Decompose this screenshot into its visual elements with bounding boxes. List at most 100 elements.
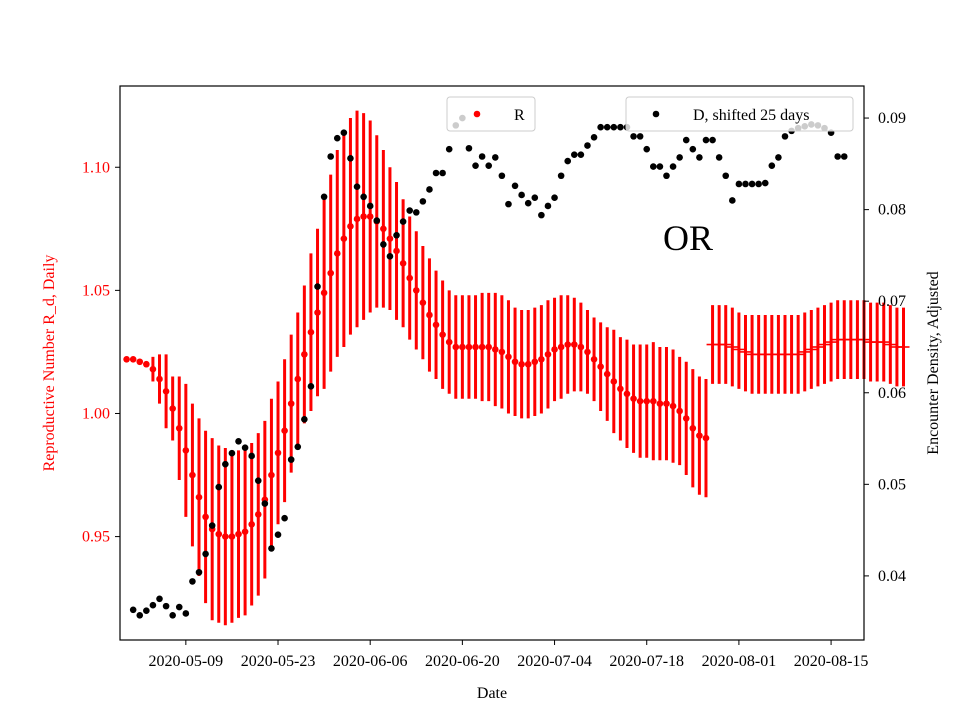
r-point xyxy=(406,274,413,282)
d-point xyxy=(248,452,255,460)
d-point xyxy=(775,154,782,161)
d-point xyxy=(571,151,578,158)
d-point xyxy=(254,477,262,484)
r-point xyxy=(571,341,578,348)
d-point xyxy=(682,136,690,144)
d-point xyxy=(748,180,756,188)
d-point xyxy=(281,514,288,522)
r-point xyxy=(149,365,157,373)
d-point xyxy=(485,162,493,169)
r-point xyxy=(518,360,525,368)
r-point xyxy=(478,343,486,351)
d-point xyxy=(781,133,789,140)
d-point xyxy=(577,151,585,158)
d-point xyxy=(643,145,651,153)
d-point xyxy=(380,241,387,248)
r-point xyxy=(472,343,479,351)
x-tick-label: 2020-06-06 xyxy=(333,653,408,670)
r-point xyxy=(511,358,519,366)
d-point xyxy=(518,191,525,199)
d-point xyxy=(241,444,249,452)
right-y-tick-label: 0.05 xyxy=(878,476,906,493)
r-point xyxy=(228,533,236,540)
r-point xyxy=(656,400,664,407)
r-point xyxy=(353,215,361,223)
d-point xyxy=(406,207,413,214)
r-point xyxy=(597,363,604,370)
r-point xyxy=(491,346,499,353)
d-point xyxy=(320,193,328,201)
r-point xyxy=(340,235,348,242)
r-point xyxy=(347,223,354,230)
r-point xyxy=(531,358,539,366)
r-point xyxy=(268,471,275,479)
r-point xyxy=(294,375,302,383)
d-point xyxy=(274,531,282,538)
x-tick-label: 2020-07-04 xyxy=(517,653,592,670)
legend-r-label: R xyxy=(514,107,525,124)
r-point xyxy=(162,388,170,395)
r-point xyxy=(254,511,262,518)
d-point xyxy=(189,578,196,585)
r-point xyxy=(498,348,506,356)
r-point xyxy=(169,405,176,412)
left-y-tick-label: 0.95 xyxy=(82,529,110,546)
r-point xyxy=(222,533,229,540)
r-point xyxy=(202,513,209,521)
r-point xyxy=(143,360,150,368)
r-point xyxy=(380,225,387,233)
d-point xyxy=(419,198,427,205)
r-point xyxy=(551,346,558,353)
d-point xyxy=(722,172,730,180)
d-point xyxy=(353,183,361,191)
legend-d-label: D, shifted 25 days xyxy=(693,107,809,124)
d-point xyxy=(327,153,334,160)
r-point xyxy=(248,520,255,528)
r-point xyxy=(195,493,203,501)
r-point xyxy=(129,356,137,363)
d-point xyxy=(617,123,624,131)
d-point xyxy=(301,416,308,423)
d-point xyxy=(360,193,367,201)
d-point xyxy=(202,550,209,558)
d-point xyxy=(636,133,644,140)
r-point xyxy=(307,328,315,336)
r-point xyxy=(452,343,460,351)
d-point xyxy=(597,123,604,131)
d-point xyxy=(755,180,762,188)
d-point xyxy=(669,163,677,170)
d-point xyxy=(491,154,499,161)
d-point xyxy=(590,133,598,141)
r-point xyxy=(557,343,565,351)
d-point xyxy=(366,202,374,210)
r-point xyxy=(287,400,295,407)
d-point xyxy=(610,123,618,131)
r-point xyxy=(465,343,473,351)
legend-d-marker xyxy=(652,110,660,118)
r-point xyxy=(610,378,618,385)
x-axis-label: Date xyxy=(477,685,507,702)
left-y-axis-ticks: 0.95 1.00 1.05 1.10 xyxy=(82,159,120,546)
left-y-tick-label: 1.10 xyxy=(82,159,110,176)
r-point xyxy=(505,353,512,361)
d-point xyxy=(768,162,776,169)
d-point xyxy=(834,153,841,160)
x-tick-label: 2020-08-01 xyxy=(702,653,777,670)
r-point xyxy=(439,331,446,338)
d-point xyxy=(696,154,703,161)
d-point xyxy=(564,157,572,165)
right-y-tick-label: 0.06 xyxy=(878,385,906,402)
r-point xyxy=(426,311,433,319)
r-point xyxy=(123,356,130,363)
r-point xyxy=(630,395,637,403)
d-point xyxy=(215,483,223,491)
d-point xyxy=(511,182,519,190)
r-point xyxy=(241,528,249,535)
state-annotation: OR xyxy=(663,218,713,258)
r-point xyxy=(281,427,288,435)
right-y-tick-label: 0.09 xyxy=(878,110,906,127)
r-point xyxy=(182,447,190,454)
d-point xyxy=(235,437,242,445)
d-point xyxy=(478,153,486,160)
d-point xyxy=(650,163,657,170)
